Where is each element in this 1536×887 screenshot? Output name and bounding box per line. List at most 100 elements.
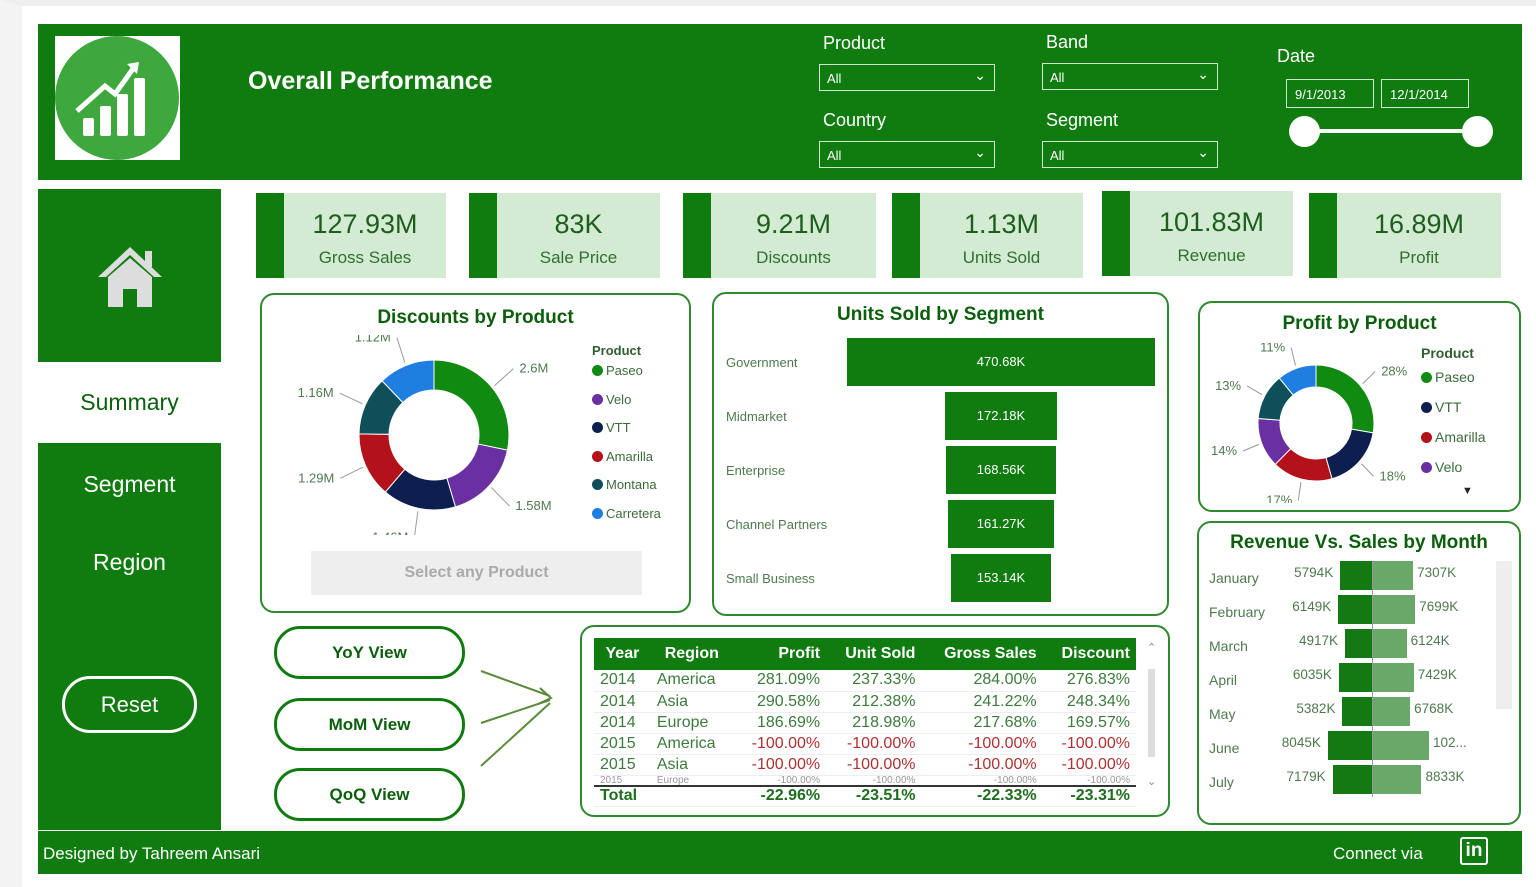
yoy-view-button[interactable]: YoY View [274,626,465,679]
mom-view-button[interactable]: MoM View [274,698,465,751]
column-header[interactable]: Region [650,638,733,670]
column-header[interactable]: Unit Sold [826,638,922,670]
revenue-bar[interactable] [1340,561,1372,590]
column-header[interactable]: Year [594,638,651,670]
donut-slice-vtt[interactable] [1325,428,1374,480]
sales-bar[interactable] [1373,663,1414,692]
legend-item[interactable]: Carretera [592,506,661,535]
donut-slice-carretera[interactable] [1278,364,1317,396]
revenue-bar[interactable] [1338,663,1372,692]
donut-slice-carretera[interactable] [381,359,435,404]
chart-growth-icon [55,36,179,160]
band-dropdown[interactable]: All ⌄ [1042,63,1218,90]
sales-bar[interactable] [1373,731,1429,760]
legend-label: Amarilla [606,448,653,464]
sales-bar[interactable] [1373,765,1422,794]
donut-slice-paseo[interactable] [433,359,510,451]
slice-label: 1.46M [372,530,408,535]
slice-label: 18% [1380,468,1406,483]
comparison-table-panel: Year Region Profit Unit Sold Gross Sales Disc… [580,625,1170,817]
kpi-card: 83K Sale Price [469,193,660,278]
table-cell: 241.22% [921,691,1043,713]
segment-bar[interactable]: 161.27K [948,500,1054,548]
legend-item[interactable]: Montana [592,477,661,506]
select-product-button[interactable]: Select any Product [311,551,642,595]
table-cell: -100.00% [732,733,827,755]
revenue-bar[interactable] [1338,595,1372,624]
reset-button[interactable]: Reset [62,676,197,733]
scroll-up-icon[interactable]: ⌃ [1147,642,1157,654]
table-cell: 186.69% [732,712,827,734]
designer-credit: Designed by Tahreem Ansari [43,844,261,863]
segment-filter-label: Segment [1046,110,1119,130]
scroll-down-icon[interactable]: ⌄ [1147,776,1157,788]
kpi-label: Gross Sales [318,248,412,267]
nav-segment[interactable]: Segment [83,471,176,497]
slice-label: 28% [1381,363,1407,378]
total-cell: -22.33% [921,785,1043,807]
revenue-bar[interactable] [1327,731,1372,760]
nav-region[interactable]: Region [93,549,166,575]
table-cell: 2015 [594,754,651,776]
segment-bar[interactable]: 153.14K [950,554,1052,602]
column-header[interactable]: Discount [1042,638,1136,670]
legend-label: VTT [606,420,631,435]
legend-item[interactable]: Amarilla [592,449,661,478]
table-cell: -100.00% [1042,775,1136,786]
legend-item[interactable]: VTT [1421,399,1486,429]
legend-item[interactable]: Amarilla [1421,429,1486,459]
legend-item[interactable]: Velo [592,392,661,421]
revenue-value: 8045K [1281,735,1321,750]
total-cell: -22.96% [732,785,827,807]
segment-bar[interactable]: 172.18K [944,392,1058,440]
revenue-vs-sales-panel: Revenue Vs. Sales by Month January 5794K 7… [1197,521,1521,825]
legend-item[interactable]: Velo [1421,459,1486,489]
revenue-bar[interactable] [1332,765,1372,794]
donut-slice-velo[interactable] [446,443,509,508]
country-dropdown[interactable]: All ⌄ [819,141,995,168]
segment-dropdown[interactable]: All ⌄ [1042,141,1218,168]
column-header[interactable]: Profit [732,638,827,670]
legend-item[interactable]: VTT [592,420,661,449]
slice-label: 11% [1260,343,1285,355]
end-date-input[interactable]: 12/1/2014 [1381,79,1469,108]
sales-bar[interactable] [1373,697,1411,726]
legend-scroll-down-icon[interactable]: ▼ [1462,485,1473,497]
month-label: July [1209,774,1234,790]
sales-bar[interactable] [1373,561,1414,590]
segment-bar[interactable]: 168.56K [945,446,1057,494]
revenue-bar[interactable] [1345,629,1372,658]
column-header[interactable]: Gross Sales [921,638,1043,670]
connect-via-label: Connect via [1333,844,1423,863]
date-slider-start-handle[interactable] [1289,116,1320,147]
band-filter-label: Band [1046,32,1089,52]
legend-dot [592,422,603,433]
sales-bar[interactable] [1373,629,1407,658]
table-cell: 2015 [594,733,651,755]
revenue-scrollbar[interactable] [1496,561,1512,709]
legend-label: VTT [1435,399,1462,415]
date-slider-track[interactable] [1304,129,1477,133]
donut-slice-paseo[interactable] [1315,364,1375,434]
legend-label: Montana [606,477,657,492]
leader-line [396,337,406,363]
nav-summary-label[interactable]: Summary [80,389,179,415]
legend-item[interactable]: Paseo [592,363,661,392]
table-scrollbar[interactable] [1148,669,1155,757]
legend-item[interactable]: Paseo [1421,369,1486,399]
table-cell: 284.00% [921,670,1043,692]
date-slider-end-handle[interactable] [1462,116,1493,147]
kpi-value: 9.21M [755,209,832,239]
revenue-bar[interactable] [1342,697,1372,726]
product-dropdown[interactable]: All ⌄ [819,64,995,91]
linkedin-icon[interactable]: in [1460,837,1488,865]
home-icon[interactable] [95,243,165,309]
month-label: May [1209,706,1236,722]
units-chart-title: Units Sold by Segment [837,304,1044,325]
sales-bar[interactable] [1373,595,1416,624]
qoq-view-button[interactable]: QoQ View [274,768,465,821]
nav-summary[interactable] [38,362,221,443]
start-date-input[interactable]: 9/1/2013 [1286,79,1374,108]
comparison-table: Year Region Profit Unit Sold Gross Sales Disc… [594,638,1136,807]
segment-bar[interactable]: 470.68K [847,338,1155,386]
